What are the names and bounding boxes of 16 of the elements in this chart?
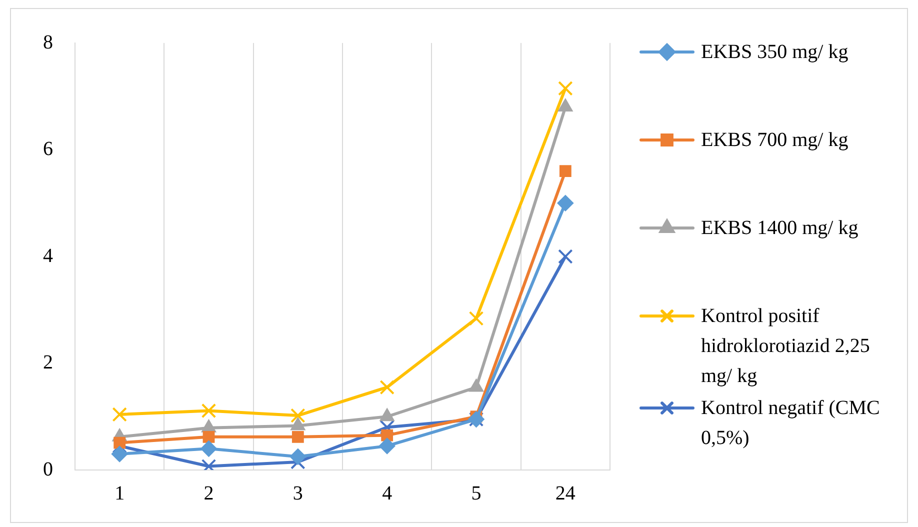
x-tick-label: 24 [555, 482, 576, 504]
x-tick-label: 1 [114, 482, 125, 504]
legend-label: Kontrol positif hidroklorotiazid 2,25 mg/ kg [701, 304, 871, 389]
x-tick-label: 4 [382, 482, 392, 504]
legend-label: EKBS 1400 mg/ kg [701, 216, 858, 241]
y-tick-label: 0 [43, 458, 53, 480]
legend-label: Kontrol negatif (CMC 0,5%) [701, 396, 881, 451]
y-tick-label: 8 [43, 31, 53, 54]
legend-label: EKBS 350 mg/ kg [701, 40, 848, 65]
x-tick-label: 3 [292, 482, 303, 504]
legend-label: EKBS 700 mg/ kg [701, 128, 848, 153]
y-tick-label: 2 [43, 352, 53, 374]
x-tick-label: 5 [471, 482, 482, 504]
y-tick-label: 6 [43, 138, 53, 160]
y-tick-label: 4 [43, 244, 53, 267]
x-tick-label: 2 [204, 482, 214, 504]
